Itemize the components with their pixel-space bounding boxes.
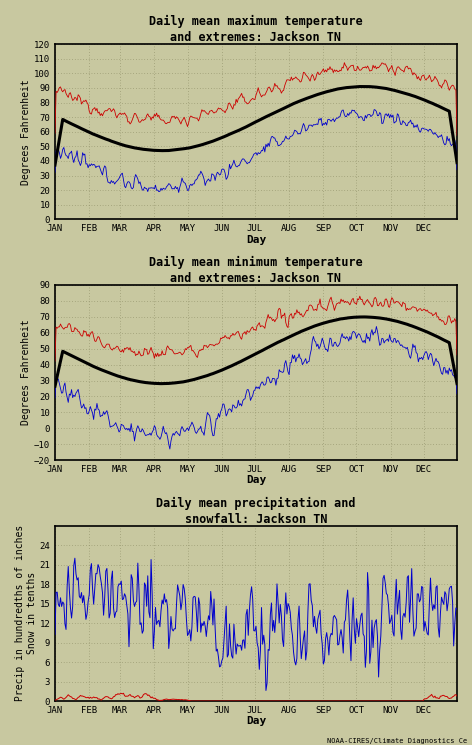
X-axis label: Day: Day xyxy=(246,716,266,726)
X-axis label: Day: Day xyxy=(246,475,266,486)
Title: Daily mean precipitation and
snowfall: Jackson TN: Daily mean precipitation and snowfall: J… xyxy=(156,497,356,526)
X-axis label: Day: Day xyxy=(246,235,266,244)
Y-axis label: Degrees Fahrenheit: Degrees Fahrenheit xyxy=(21,320,31,425)
Title: Daily mean minimum temperature
and extremes: Jackson TN: Daily mean minimum temperature and extre… xyxy=(149,256,363,285)
Title: Daily mean maximum temperature
and extremes: Jackson TN: Daily mean maximum temperature and extre… xyxy=(149,15,363,44)
Y-axis label: Degrees Fahrenheit: Degrees Fahrenheit xyxy=(21,79,31,185)
Y-axis label: Precip in hundredths of inches
Snow in tenths: Precip in hundredths of inches Snow in t… xyxy=(15,525,37,702)
Text: NOAA-CIRES/Climate Diagnostics Ce: NOAA-CIRES/Climate Diagnostics Ce xyxy=(327,738,467,744)
